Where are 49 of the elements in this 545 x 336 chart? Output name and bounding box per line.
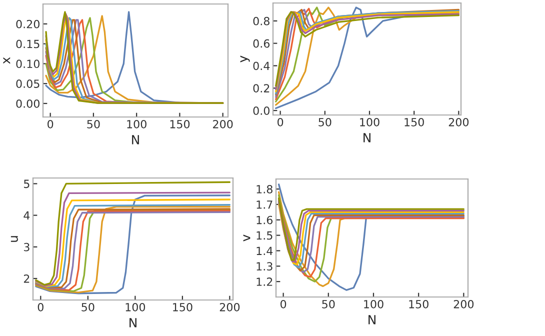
y-tick-label: 1.3 <box>256 262 272 271</box>
y-tick-label: 1.6 <box>256 216 273 224</box>
x-tick-label: 50 <box>82 302 94 312</box>
y-tick-label: 0.2 <box>253 84 270 92</box>
x-axis-title: N <box>368 315 376 324</box>
x-tick-label: 150 <box>173 302 192 312</box>
x-tick-label: 100 <box>364 300 384 308</box>
y-axis-title: u <box>10 236 18 242</box>
x-tick-label: 150 <box>409 300 428 308</box>
y-tick-label: 3 <box>24 242 30 252</box>
x-tick-label: 150 <box>404 118 424 126</box>
x-tick-label: 50 <box>87 120 100 128</box>
y-axis-title: v <box>243 234 250 242</box>
y-axis-title: x <box>3 57 10 64</box>
x-axis-title: N <box>132 135 139 144</box>
x-tick-label: 150 <box>170 120 190 128</box>
x-tick-label: 200 <box>448 118 469 126</box>
y-tick-label: 1.8 <box>256 185 272 194</box>
x-tick-label: 0 <box>38 302 44 312</box>
y-tick-label: 1.4 <box>256 246 273 255</box>
x-tick-label: 0 <box>280 300 286 308</box>
y-tick-label: 0.00 <box>16 99 40 108</box>
y-tick-label: 0.10 <box>16 60 40 68</box>
y-tick-label: 1.2 <box>256 278 272 286</box>
x-tick-label: 0 <box>278 118 284 126</box>
y-tick-label: 1.5 <box>256 231 272 240</box>
x-axis-title: N <box>364 133 370 142</box>
y-tick-label: 4 <box>24 211 30 220</box>
y-tick-label: 0.05 <box>16 80 40 88</box>
x-tick-label: 50 <box>322 300 335 308</box>
y-tick-label: 0.6 <box>253 39 270 48</box>
x-tick-label: 200 <box>220 302 240 312</box>
y-tick-label: 1.7 <box>256 200 272 209</box>
y-tick-label: 0.0 <box>253 106 270 115</box>
x-tick-label: 200 <box>213 120 233 128</box>
x-tick-label: 100 <box>126 302 146 312</box>
y-axis-title: y <box>240 56 250 62</box>
x-tick-label: 50 <box>318 118 332 126</box>
x-tick-label: 100 <box>127 120 146 128</box>
y-tick-label: 0.15 <box>16 40 40 48</box>
x-tick-label: 0 <box>48 120 54 128</box>
y-tick-label: 5 <box>24 180 30 188</box>
y-tick-label: 0.4 <box>253 62 270 70</box>
y-tick-label: 0.20 <box>16 20 40 28</box>
x-axis-title: N <box>130 318 136 328</box>
y-tick-label: 2 <box>24 274 30 283</box>
x-tick-label: 100 <box>360 118 380 126</box>
x-tick-label: 200 <box>454 300 474 308</box>
y-tick-label: 0.8 <box>253 16 270 26</box>
